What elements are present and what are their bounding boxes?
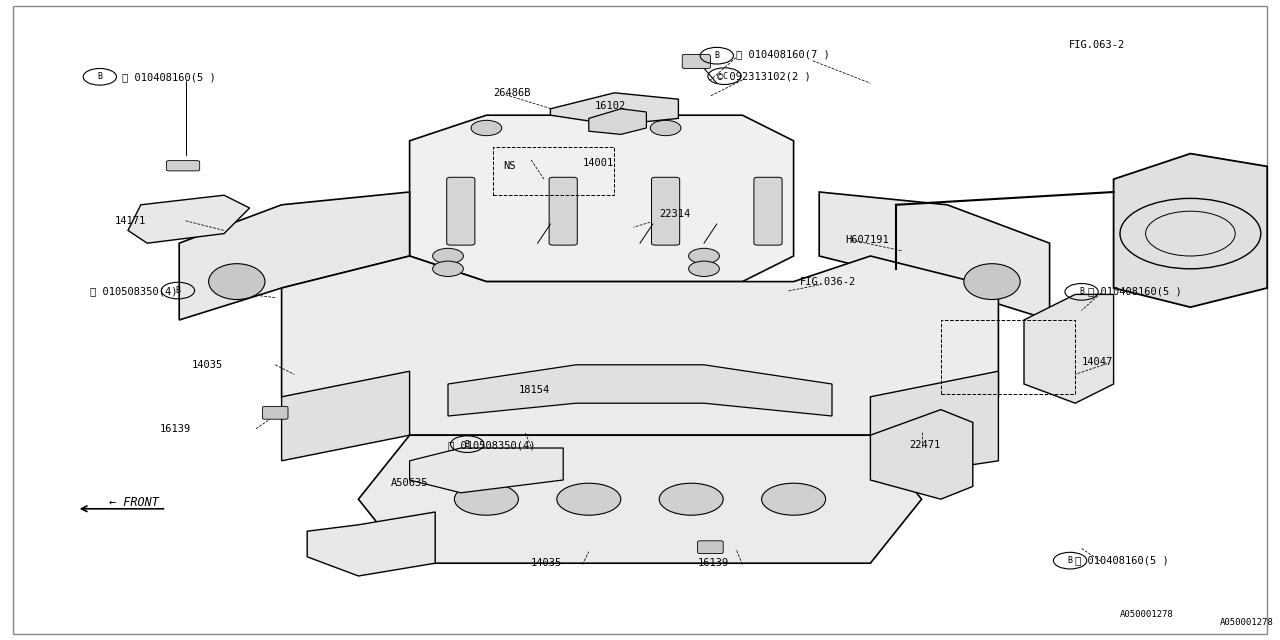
Text: A050001278: A050001278 bbox=[1120, 610, 1174, 619]
Text: A050001278: A050001278 bbox=[1220, 618, 1274, 627]
Circle shape bbox=[557, 483, 621, 515]
Text: © 092313102(2 ): © 092313102(2 ) bbox=[717, 72, 810, 82]
Text: 14035: 14035 bbox=[192, 360, 223, 370]
PathPatch shape bbox=[870, 371, 998, 480]
FancyBboxPatch shape bbox=[754, 177, 782, 245]
PathPatch shape bbox=[307, 512, 435, 576]
Text: A50635: A50635 bbox=[390, 478, 428, 488]
Text: B: B bbox=[714, 51, 719, 60]
PathPatch shape bbox=[819, 192, 1050, 320]
Text: Ⓑ 010408160(5 ): Ⓑ 010408160(5 ) bbox=[1088, 286, 1181, 296]
Text: H607191: H607191 bbox=[845, 235, 888, 245]
Circle shape bbox=[650, 120, 681, 136]
FancyBboxPatch shape bbox=[262, 406, 288, 419]
Text: B: B bbox=[465, 440, 470, 449]
Text: 14047: 14047 bbox=[1082, 356, 1112, 367]
Text: FIG.036-2: FIG.036-2 bbox=[800, 276, 856, 287]
Circle shape bbox=[689, 248, 719, 264]
FancyBboxPatch shape bbox=[682, 54, 710, 68]
PathPatch shape bbox=[282, 256, 998, 435]
Circle shape bbox=[433, 261, 463, 276]
Circle shape bbox=[471, 120, 502, 136]
Text: B: B bbox=[175, 286, 180, 295]
Text: FIG.063-2: FIG.063-2 bbox=[1069, 40, 1125, 50]
PathPatch shape bbox=[128, 195, 250, 243]
PathPatch shape bbox=[282, 371, 410, 461]
Bar bbox=[493, 147, 614, 195]
Text: 16102: 16102 bbox=[595, 100, 626, 111]
Text: B: B bbox=[1068, 556, 1073, 565]
Ellipse shape bbox=[209, 264, 265, 300]
Circle shape bbox=[433, 248, 463, 264]
Bar bbox=[941, 320, 1075, 394]
Text: 22314: 22314 bbox=[659, 209, 690, 220]
PathPatch shape bbox=[358, 435, 922, 563]
FancyBboxPatch shape bbox=[447, 177, 475, 245]
PathPatch shape bbox=[410, 448, 563, 493]
Circle shape bbox=[762, 483, 826, 515]
Text: 16139: 16139 bbox=[160, 424, 191, 434]
Ellipse shape bbox=[964, 264, 1020, 300]
Text: 18154: 18154 bbox=[518, 385, 549, 396]
FancyBboxPatch shape bbox=[549, 177, 577, 245]
PathPatch shape bbox=[870, 410, 973, 499]
Text: Ⓑ 010508350(4): Ⓑ 010508350(4) bbox=[90, 286, 177, 296]
PathPatch shape bbox=[410, 115, 794, 282]
Text: Ⓑ 010408160(5 ): Ⓑ 010408160(5 ) bbox=[1075, 555, 1169, 565]
Circle shape bbox=[659, 483, 723, 515]
Text: 22471: 22471 bbox=[909, 440, 940, 450]
PathPatch shape bbox=[448, 365, 832, 416]
PathPatch shape bbox=[1114, 154, 1267, 307]
FancyBboxPatch shape bbox=[698, 541, 723, 554]
Text: Ⓑ 010408160(7 ): Ⓑ 010408160(7 ) bbox=[736, 49, 829, 60]
Text: 26486B: 26486B bbox=[493, 88, 530, 98]
Text: Ⓑ 010408160(5 ): Ⓑ 010408160(5 ) bbox=[122, 72, 215, 82]
PathPatch shape bbox=[589, 109, 646, 134]
FancyBboxPatch shape bbox=[166, 161, 200, 171]
PathPatch shape bbox=[179, 192, 410, 320]
PathPatch shape bbox=[550, 93, 678, 125]
Text: Ⓑ 010508350(4): Ⓑ 010508350(4) bbox=[448, 440, 535, 450]
Text: 14171: 14171 bbox=[115, 216, 146, 226]
Text: NS: NS bbox=[503, 161, 516, 172]
Circle shape bbox=[454, 483, 518, 515]
FancyBboxPatch shape bbox=[652, 177, 680, 245]
Text: 16139: 16139 bbox=[698, 558, 728, 568]
Text: C: C bbox=[722, 72, 727, 81]
Text: B: B bbox=[97, 72, 102, 81]
Text: 14001: 14001 bbox=[582, 158, 613, 168]
PathPatch shape bbox=[1024, 294, 1114, 403]
Text: B: B bbox=[1079, 287, 1084, 296]
Text: ← FRONT: ← FRONT bbox=[109, 496, 159, 509]
Text: 14035: 14035 bbox=[531, 558, 562, 568]
Circle shape bbox=[689, 261, 719, 276]
